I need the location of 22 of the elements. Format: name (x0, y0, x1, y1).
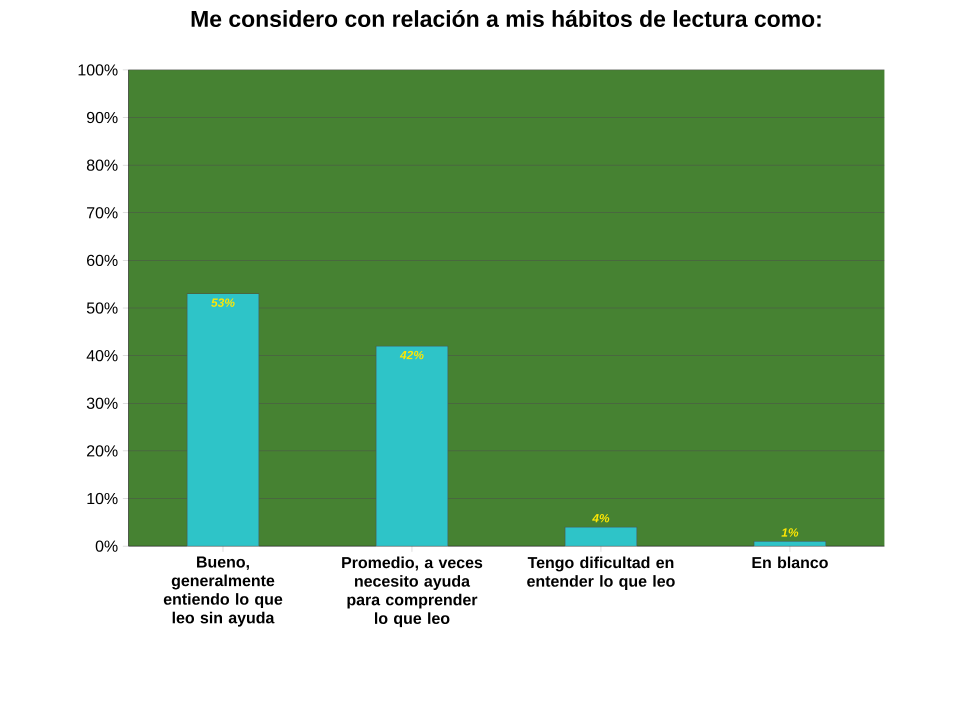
y-tick-label: 0% (96, 540, 118, 552)
y-tick-label: 20% (87, 445, 118, 457)
data-label: 1% (781, 528, 798, 537)
y-tick-label: 80% (86, 160, 118, 171)
y-tick-label: 60% (87, 254, 118, 266)
data-label: 42% (400, 350, 424, 360)
bar (564, 526, 638, 546)
x-tick-label: En blanco (752, 556, 828, 568)
y-tick-label: 90% (86, 112, 118, 124)
bar (754, 541, 826, 546)
data-label: 4% (592, 514, 610, 522)
y-tick-label: 40% (86, 350, 118, 362)
y-tick-label: 70% (87, 207, 118, 218)
y-tick-label: 50% (86, 302, 118, 314)
x-tick-label: Bueno, generalmente entiendo lo que leo sin ayuda (164, 556, 282, 627)
chart-title: Me considero con relación a mis hábitos de lectura como: (192, 10, 821, 28)
y-tick-label: 100% (78, 64, 118, 76)
x-tick-label: Tengo dificultad en entender lo que leo (527, 556, 675, 590)
y-tick-label: 30% (86, 398, 118, 409)
data-label: 53% (211, 298, 235, 307)
y-tick-label: 10% (87, 492, 118, 504)
x-tick-label: Promedio, a veces necesito ayuda para comprender lo que leo (342, 556, 482, 628)
